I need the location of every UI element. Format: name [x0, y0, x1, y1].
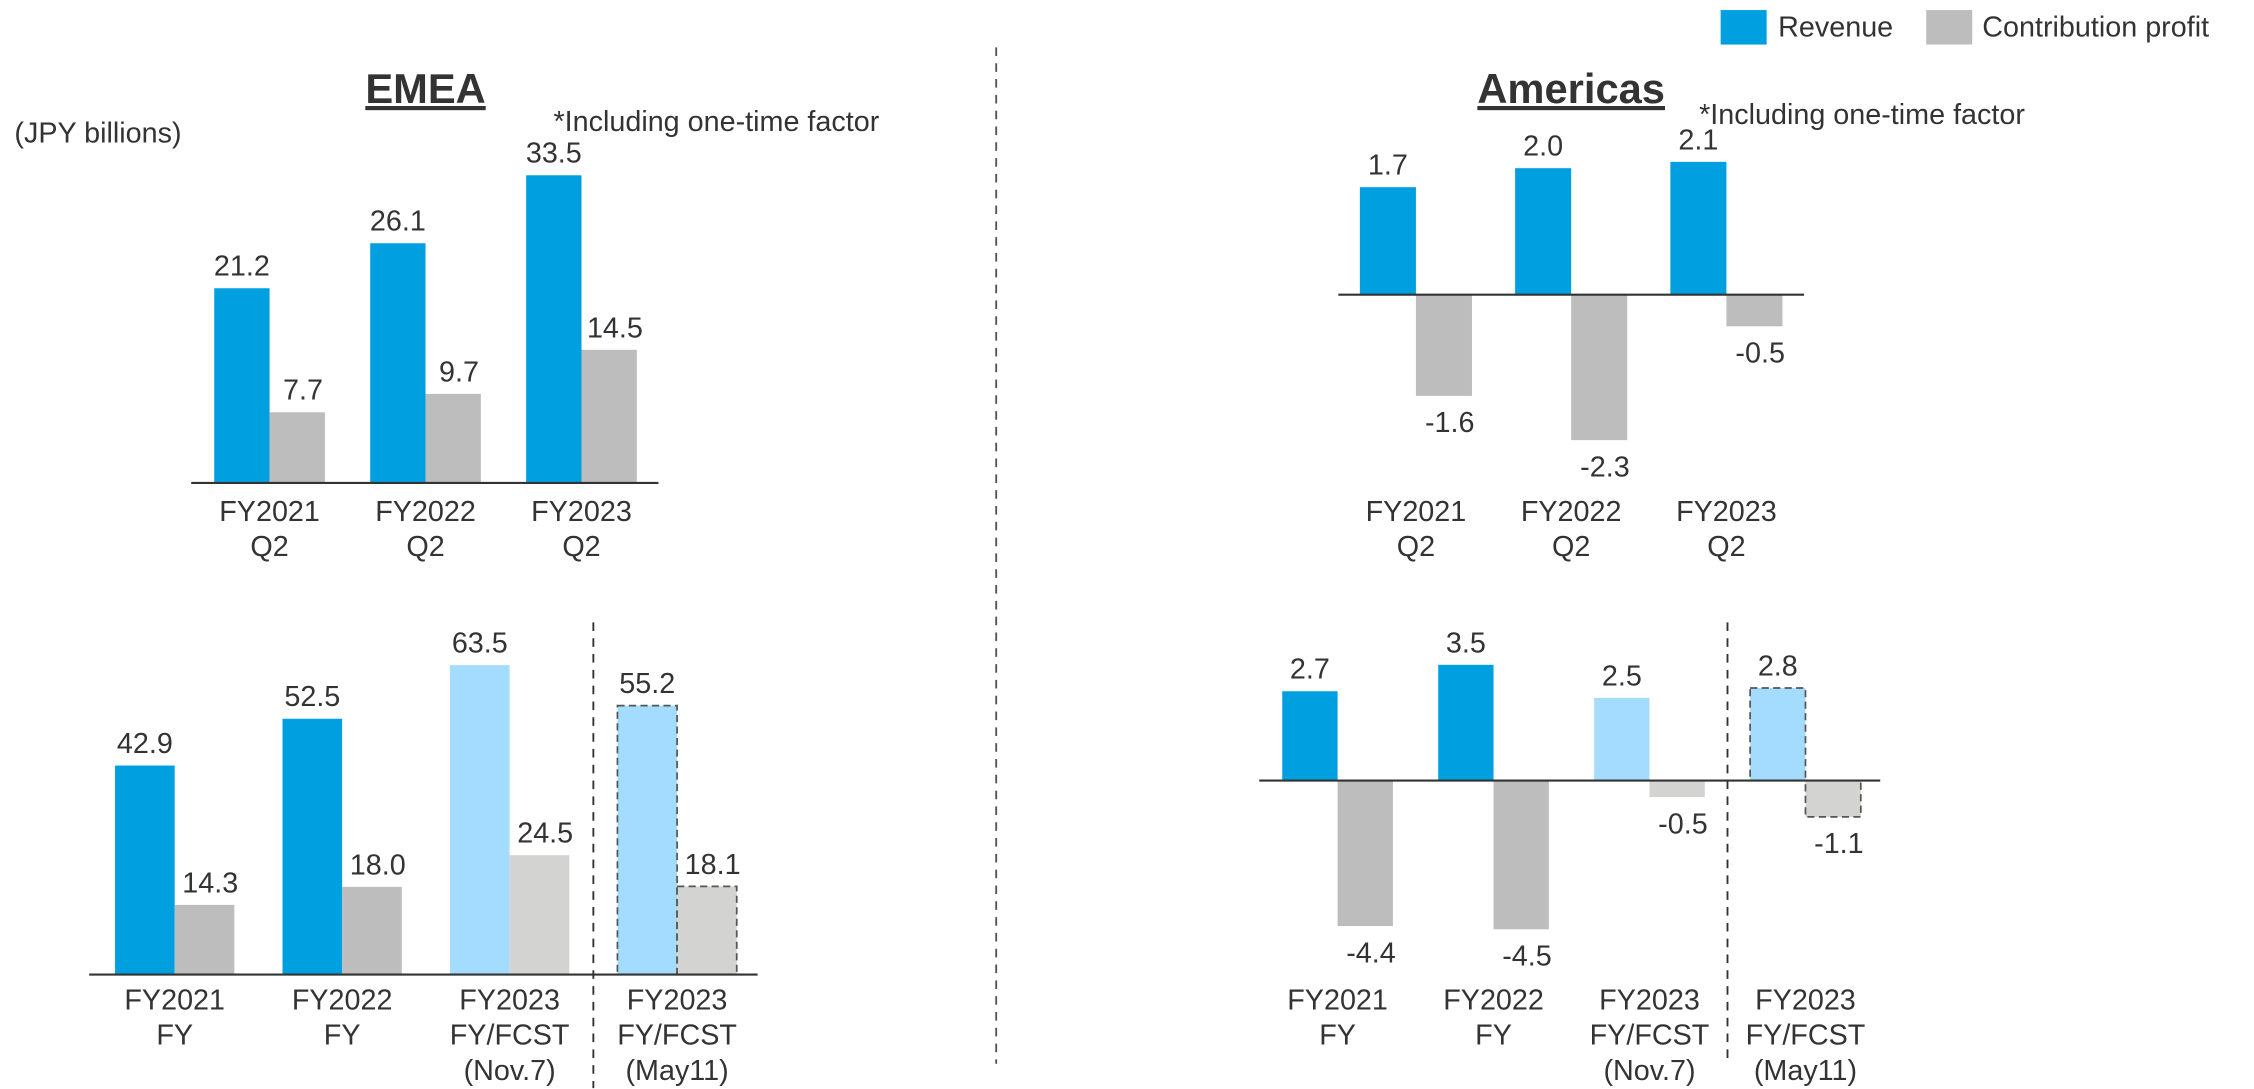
x-tick-label: FY2021: [219, 496, 320, 528]
x-tick-label: FY2023: [1599, 984, 1700, 1016]
value-label: 9.7: [439, 356, 479, 388]
chart-title: EMEA: [365, 65, 485, 112]
x-tick-label: Q2: [562, 531, 600, 563]
bar: [214, 288, 270, 483]
x-tick-label: FY2023: [1755, 984, 1856, 1016]
bar: [1571, 294, 1628, 441]
x-tick-label: FY2023: [627, 984, 728, 1016]
value-label: 2.5: [1602, 660, 1642, 692]
x-tick-label: FY: [1319, 1020, 1356, 1052]
bar: [425, 393, 481, 483]
value-label: 24.5: [517, 818, 573, 850]
x-tick-label: Q2: [1397, 531, 1435, 563]
value-label: 18.1: [685, 849, 741, 881]
bar: [1670, 161, 1727, 295]
value-label: 18.0: [350, 849, 406, 881]
x-tick-label: FY: [156, 1020, 193, 1052]
value-label: -4.5: [1502, 941, 1552, 973]
value-label: -0.5: [1735, 338, 1785, 370]
value-label: 14.5: [587, 312, 643, 344]
bar: [509, 855, 570, 975]
x-tick-label: FY2021: [1287, 984, 1388, 1016]
bar: [1594, 697, 1650, 781]
x-tick-label: (May11): [1754, 1055, 1857, 1087]
bar: [174, 904, 235, 975]
bar: [676, 885, 738, 976]
x-tick-label: FY: [1475, 1020, 1512, 1052]
bar: [581, 349, 637, 483]
bar: [1804, 779, 1862, 818]
x-tick-label: FY/FCST: [1590, 1020, 1710, 1052]
x-tick-label: FY2022: [1521, 496, 1622, 528]
value-label: 2.1: [1678, 124, 1718, 156]
bar: [526, 175, 582, 483]
bar: [269, 412, 325, 483]
x-tick-label: Q2: [1707, 531, 1745, 563]
value-label: -4.4: [1346, 937, 1396, 969]
bar: [1726, 294, 1783, 327]
legend-swatch: [1926, 10, 1973, 45]
x-tick-label: FY2022: [292, 984, 393, 1016]
value-label: 1.7: [1368, 150, 1408, 182]
bar: [370, 243, 426, 483]
unit-label: (JPY billions): [14, 118, 181, 150]
bar: [1415, 294, 1472, 396]
x-tick-label: Q2: [406, 531, 444, 563]
bar: [282, 718, 343, 975]
value-label: 21.2: [214, 251, 270, 283]
value-label: 7.7: [283, 375, 323, 407]
x-tick-label: FY2021: [1366, 496, 1467, 528]
bar: [1649, 780, 1705, 798]
x-tick-label: FY: [324, 1020, 361, 1052]
bar: [449, 665, 510, 975]
bar: [1438, 664, 1494, 781]
value-label: 33.5: [526, 138, 582, 170]
legend-label: Revenue: [1778, 11, 1893, 43]
bar: [115, 765, 175, 975]
x-tick-label: FY2023: [459, 984, 560, 1016]
legend-label: Contribution profit: [1982, 11, 2209, 43]
bar: [1493, 780, 1549, 930]
value-label: -1.6: [1425, 407, 1475, 439]
bar: [1749, 687, 1807, 782]
annotation: *Including one-time factor: [553, 106, 879, 138]
value-label: 55.2: [619, 668, 675, 700]
x-tick-label: FY/FCST: [450, 1020, 570, 1052]
value-label: -0.5: [1658, 808, 1708, 840]
value-label: 2.7: [1290, 654, 1330, 686]
x-tick-label: (May11): [625, 1055, 728, 1087]
bar: [1359, 187, 1416, 295]
value-label: 2.8: [1758, 650, 1798, 682]
value-label: 42.9: [117, 728, 173, 760]
value-label: 3.5: [1446, 627, 1486, 659]
value-label: 52.5: [284, 681, 340, 713]
value-label: 2.0: [1523, 131, 1563, 163]
bar: [1515, 168, 1572, 295]
x-tick-label: FY2021: [124, 984, 225, 1016]
x-tick-label: Q2: [1552, 531, 1590, 563]
x-tick-label: FY2022: [375, 496, 476, 528]
value-label: 26.1: [370, 206, 426, 238]
x-tick-label: FY/FCST: [1746, 1020, 1866, 1052]
x-tick-label: Q2: [250, 531, 288, 563]
bar: [1282, 691, 1338, 781]
x-tick-label: (Nov.7): [1603, 1055, 1695, 1087]
x-tick-label: (Nov.7): [464, 1055, 556, 1087]
value-label: 14.3: [182, 867, 238, 899]
x-tick-label: FY2022: [1443, 984, 1544, 1016]
legend-swatch: [1720, 10, 1767, 45]
value-label: 63.5: [452, 628, 508, 660]
annotation: *Including one-time factor: [1699, 99, 2025, 131]
x-tick-label: FY2023: [531, 496, 632, 528]
x-tick-label: FY2023: [1676, 496, 1777, 528]
bar: [342, 886, 402, 975]
x-tick-label: FY/FCST: [617, 1020, 737, 1052]
bar: [1337, 780, 1393, 926]
chart-title: Americas: [1477, 65, 1665, 112]
bar: [616, 704, 678, 976]
value-label: -2.3: [1580, 451, 1630, 483]
value-label: -1.1: [1814, 828, 1864, 860]
